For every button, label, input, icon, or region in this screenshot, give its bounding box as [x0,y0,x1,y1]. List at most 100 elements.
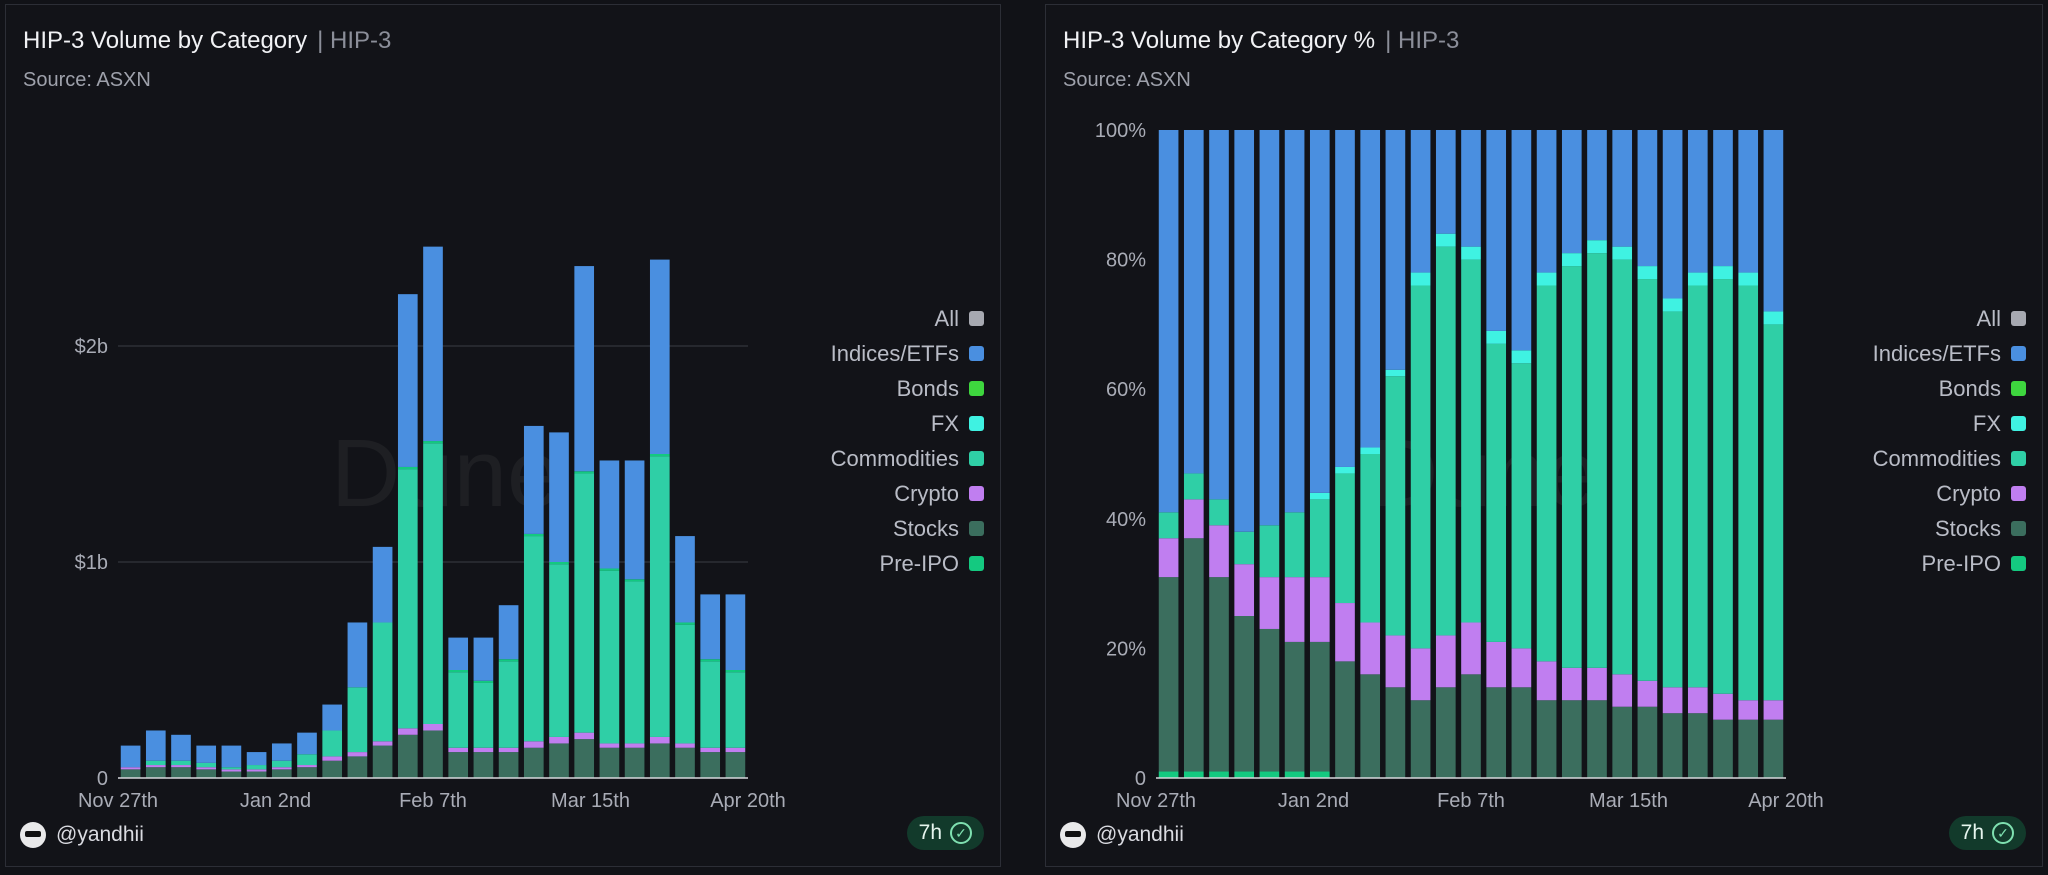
bar-segment-crypto[interactable] [1410,648,1431,701]
bar-segment-commodities[interactable] [1234,531,1255,565]
bar-segment-indices-etfs[interactable] [1662,130,1683,299]
bar-segment-commodities[interactable] [1309,499,1330,578]
bar-segment-indices-etfs[interactable] [1234,130,1255,532]
bar-segment-crypto[interactable] [1284,577,1305,642]
bar-segment-stocks[interactable] [1511,687,1532,778]
bar-segment-commodities[interactable] [171,760,191,766]
bar-segment-stocks[interactable] [1637,706,1658,778]
legend-item[interactable]: Bonds [1782,371,2042,406]
bar-segment-stocks[interactable] [246,771,267,778]
bar-segment-crypto[interactable] [448,747,469,753]
bar-segment-fx[interactable] [1335,466,1355,474]
bar-segment-commodities[interactable] [1385,376,1406,636]
bar-segment-crypto[interactable] [624,743,645,748]
bar-segment-fx[interactable] [1612,246,1633,260]
bar-segment-stocks[interactable] [498,752,519,778]
bar-segment-indices-etfs[interactable] [725,594,746,670]
bar-segment-indices-etfs[interactable] [549,432,569,562]
bar-segment-crypto[interactable] [1738,700,1759,720]
bar-segment-commodities[interactable] [1461,259,1481,623]
bar-segment-indices-etfs[interactable] [1713,130,1733,267]
author-credit[interactable]: @yandhii [20,822,144,848]
legend-item[interactable]: All [740,301,1000,336]
bar-segment-commodities[interactable] [271,760,292,768]
bar-segment-commodities[interactable] [1713,279,1733,694]
bar-segment-pre-ipo[interactable] [1183,771,1204,778]
bar-segment-indices-etfs[interactable] [221,745,242,768]
bar-segment-stocks[interactable] [1662,713,1683,778]
bar-segment-pre-ipo[interactable] [599,568,620,571]
bar-segment-crypto[interactable] [1183,499,1204,539]
bar-segment-crypto[interactable] [1209,525,1229,578]
bar-segment-pre-ipo[interactable] [675,622,695,625]
legend-item[interactable]: FX [1782,406,2042,441]
bar-segment-crypto[interactable] [1687,687,1708,714]
bar-segment-stocks[interactable] [1587,700,1607,778]
bar-segment-stocks[interactable] [675,747,695,778]
bar-segment-commodities[interactable] [322,730,343,757]
bar-segment-commodities[interactable] [1587,253,1607,668]
bar-segment-indices-etfs[interactable] [1410,130,1431,273]
bar-segment-indices-etfs[interactable] [1687,130,1708,273]
bar-segment-indices-etfs[interactable] [675,536,695,623]
bar-segment-fx[interactable] [1461,246,1481,260]
bar-segment-commodities[interactable] [1511,363,1532,649]
bar-segment-crypto[interactable] [423,724,443,731]
bar-segment-pre-ipo[interactable] [448,670,469,673]
bar-segment-crypto[interactable] [1486,641,1507,688]
bar-segment-crypto[interactable] [498,747,519,753]
bar-segment-stocks[interactable] [1435,687,1456,778]
bar-segment-stocks[interactable] [196,769,217,778]
bar-segment-commodities[interactable] [1486,343,1507,642]
bar-segment-commodities[interactable] [1561,266,1582,668]
bar-segment-crypto[interactable] [700,747,721,753]
bar-segment-commodities[interactable] [423,443,443,724]
bar-segment-commodities[interactable] [1687,285,1708,688]
bar-segment-crypto[interactable] [574,732,595,740]
bar-segment-indices-etfs[interactable] [347,622,368,688]
bar-segment-stocks[interactable] [1284,641,1305,772]
bar-segment-indices-etfs[interactable] [372,546,393,623]
bar-segment-stocks[interactable] [1687,713,1708,778]
bar-segment-indices-etfs[interactable] [574,266,595,472]
bar-segment-crypto[interactable] [246,769,267,772]
bar-segment-stocks[interactable] [523,747,544,778]
bar-segment-crypto[interactable] [372,741,393,746]
bar-segment-indices-etfs[interactable] [1385,130,1406,370]
bar-segment-stocks[interactable] [120,769,141,778]
bar-segment-indices-etfs[interactable] [1360,130,1381,448]
bar-segment-indices-etfs[interactable] [1309,130,1330,493]
bar-segment-pre-ipo[interactable] [574,471,595,474]
bar-segment-crypto[interactable] [1385,635,1406,688]
bar-segment-indices-etfs[interactable] [1587,130,1607,241]
bar-segment-indices-etfs[interactable] [1461,130,1481,247]
bar-segment-pre-ipo[interactable] [423,441,443,444]
refresh-age-badge[interactable]: 7h ✓ [1948,816,2026,850]
bar-segment-fx[interactable] [1410,272,1431,286]
bar-segment-crypto[interactable] [649,736,670,744]
bar-segment-indices-etfs[interactable] [171,734,191,761]
bar-segment-fx[interactable] [1561,253,1582,267]
bar-segment-stocks[interactable] [1335,661,1355,778]
bar-segment-stocks[interactable] [1410,700,1431,778]
bar-segment-commodities[interactable] [1435,246,1456,636]
bar-segment-indices-etfs[interactable] [1335,130,1355,467]
bar-segment-commodities[interactable] [196,762,217,768]
bar-segment-crypto[interactable] [1536,661,1557,701]
legend-item[interactable]: Commodities [740,441,1000,476]
bar-segment-fx[interactable] [1637,266,1658,280]
bar-segment-crypto[interactable] [1259,577,1280,629]
bar-segment-stocks[interactable] [1763,719,1784,778]
bar-segment-indices-etfs[interactable] [1536,130,1557,273]
bar-segment-crypto[interactable] [322,756,343,761]
bar-segment-crypto[interactable] [1713,693,1733,720]
bar-segment-pre-ipo[interactable] [1209,771,1229,778]
bar-segment-pre-ipo[interactable] [624,579,645,582]
bar-segment-stocks[interactable] [271,769,292,778]
bar-segment-indices-etfs[interactable] [523,425,544,534]
bar-segment-crypto[interactable] [196,767,217,770]
bar-segment-stocks[interactable] [1461,674,1481,778]
bar-segment-pre-ipo[interactable] [725,670,746,673]
bar-segment-commodities[interactable] [1183,473,1204,500]
bar-segment-stocks[interactable] [1738,719,1759,778]
